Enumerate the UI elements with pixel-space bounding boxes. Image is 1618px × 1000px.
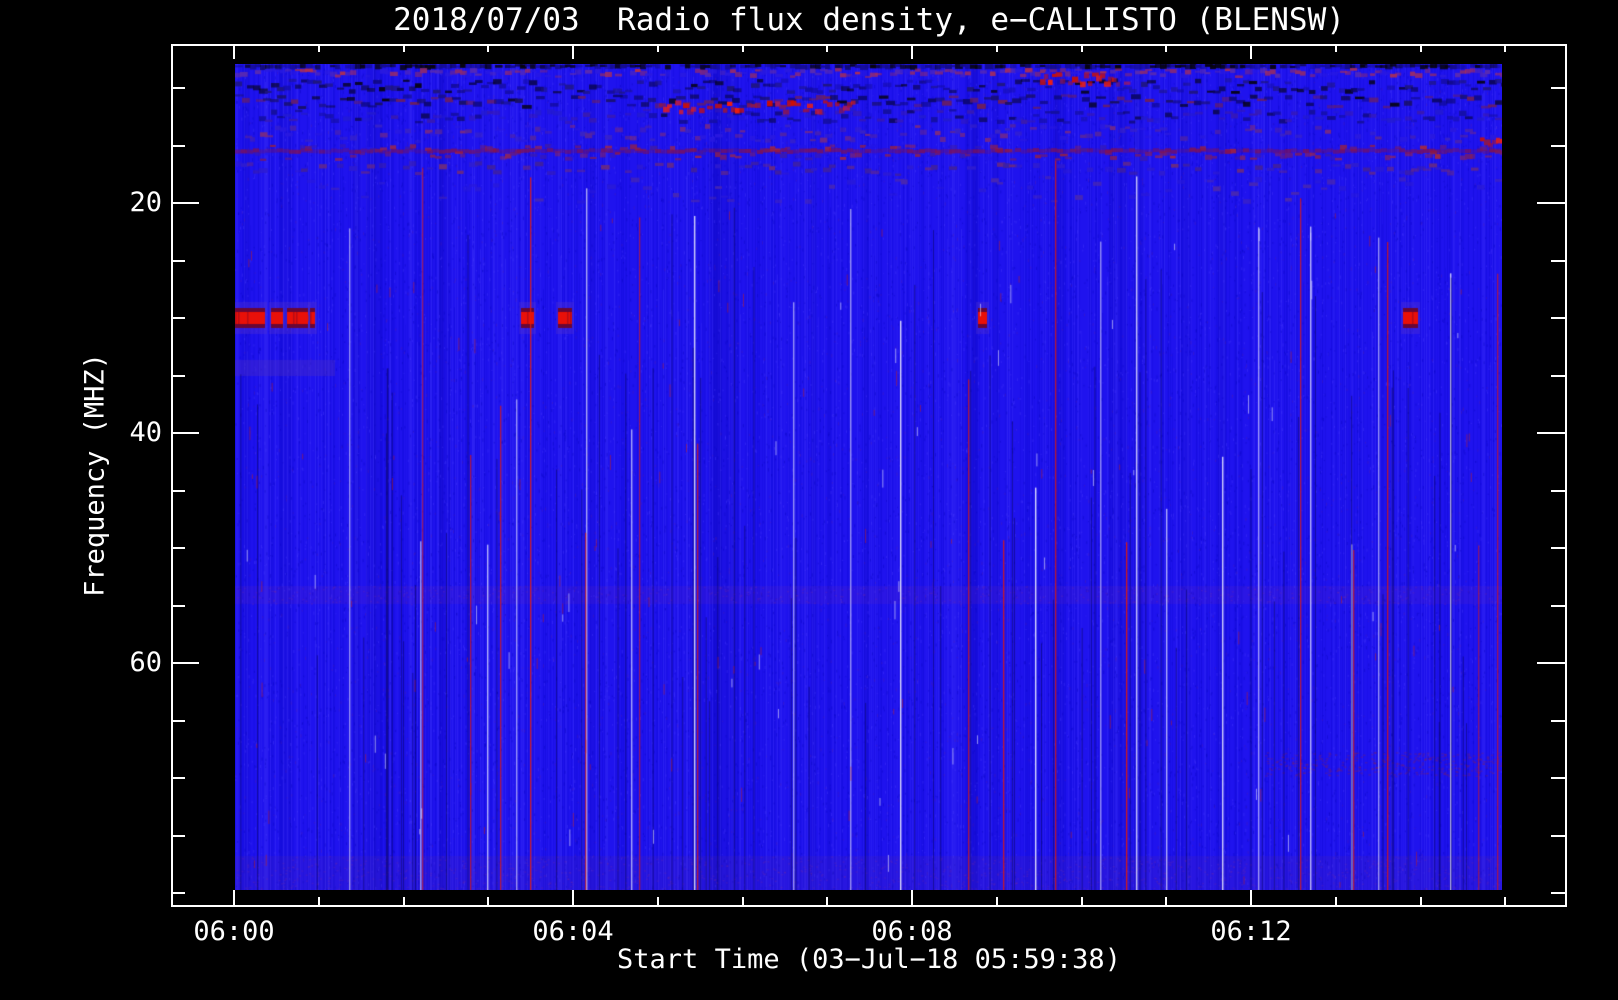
tick-mark [171,777,185,779]
tick-mark [317,44,320,52]
x-tick-label: 06:08 [871,916,953,947]
tick-mark [1551,144,1565,147]
tick-mark [1551,259,1565,262]
tick-mark [1551,892,1565,894]
tick-mark [1080,44,1083,52]
tick-mark [1080,897,1083,905]
chart-title: 2018/07/03 Radio flux density, e−CALLIST… [393,2,1345,38]
tick-mark [1250,44,1252,59]
x-tick-label: 06:12 [1210,916,1292,947]
tick-mark [171,604,185,607]
tick-mark [1504,44,1507,52]
tick-mark [1537,202,1565,204]
tick-mark [171,259,185,262]
tick-mark [1537,662,1565,664]
tick-mark [171,317,185,319]
tick-mark [1551,489,1565,492]
tick-mark [1551,834,1565,837]
tick-mark [1504,897,1507,905]
y-tick-label: 20 [129,187,162,218]
tick-mark [171,202,199,204]
tick-mark [233,890,235,905]
tick-mark [1537,432,1565,434]
tick-mark [1419,897,1422,905]
tick-mark [995,897,998,905]
plot-frame [171,44,1567,907]
tick-mark [1165,897,1168,905]
tick-mark [171,374,185,377]
x-tick-label: 06:04 [532,916,614,947]
y-axis-title: Frequency (MHZ) [79,353,111,597]
tick-mark [1334,44,1337,52]
tick-mark [826,44,829,52]
tick-mark [1551,317,1565,319]
tick-mark [741,897,744,905]
tick-mark [171,662,199,664]
tick-mark [402,897,405,905]
tick-mark [826,897,829,905]
tick-mark [317,897,320,905]
tick-mark [741,44,744,52]
tick-mark [171,892,185,894]
tick-mark [1250,890,1252,905]
tick-mark [911,44,913,59]
tick-mark [1334,897,1337,905]
tick-mark [171,144,185,147]
tick-mark [1551,719,1565,722]
tick-mark [656,897,659,905]
tick-mark [171,834,185,837]
x-tick-label: 06:00 [193,916,275,947]
tick-mark [171,489,185,492]
tick-mark [995,44,998,52]
tick-mark [171,719,185,722]
tick-mark [1419,44,1422,52]
tick-mark [1551,604,1565,607]
tick-mark [1551,547,1565,549]
tick-mark [233,44,235,59]
y-tick-label: 60 [129,647,162,678]
tick-mark [487,44,490,52]
tick-mark [1551,87,1565,89]
tick-mark [487,897,490,905]
tick-mark [171,87,185,89]
tick-mark [1551,374,1565,377]
tick-mark [1551,777,1565,779]
spectrogram-canvas [235,64,1502,890]
tick-mark [1165,44,1168,52]
tick-mark [572,890,574,905]
tick-mark [572,44,574,59]
tick-mark [911,890,913,905]
tick-mark [402,44,405,52]
y-tick-label: 40 [129,417,162,448]
tick-mark [656,44,659,52]
x-axis-title: Start Time (03−Jul−18 05:59:38) [617,944,1121,975]
tick-mark [171,547,185,549]
tick-mark [171,432,199,434]
